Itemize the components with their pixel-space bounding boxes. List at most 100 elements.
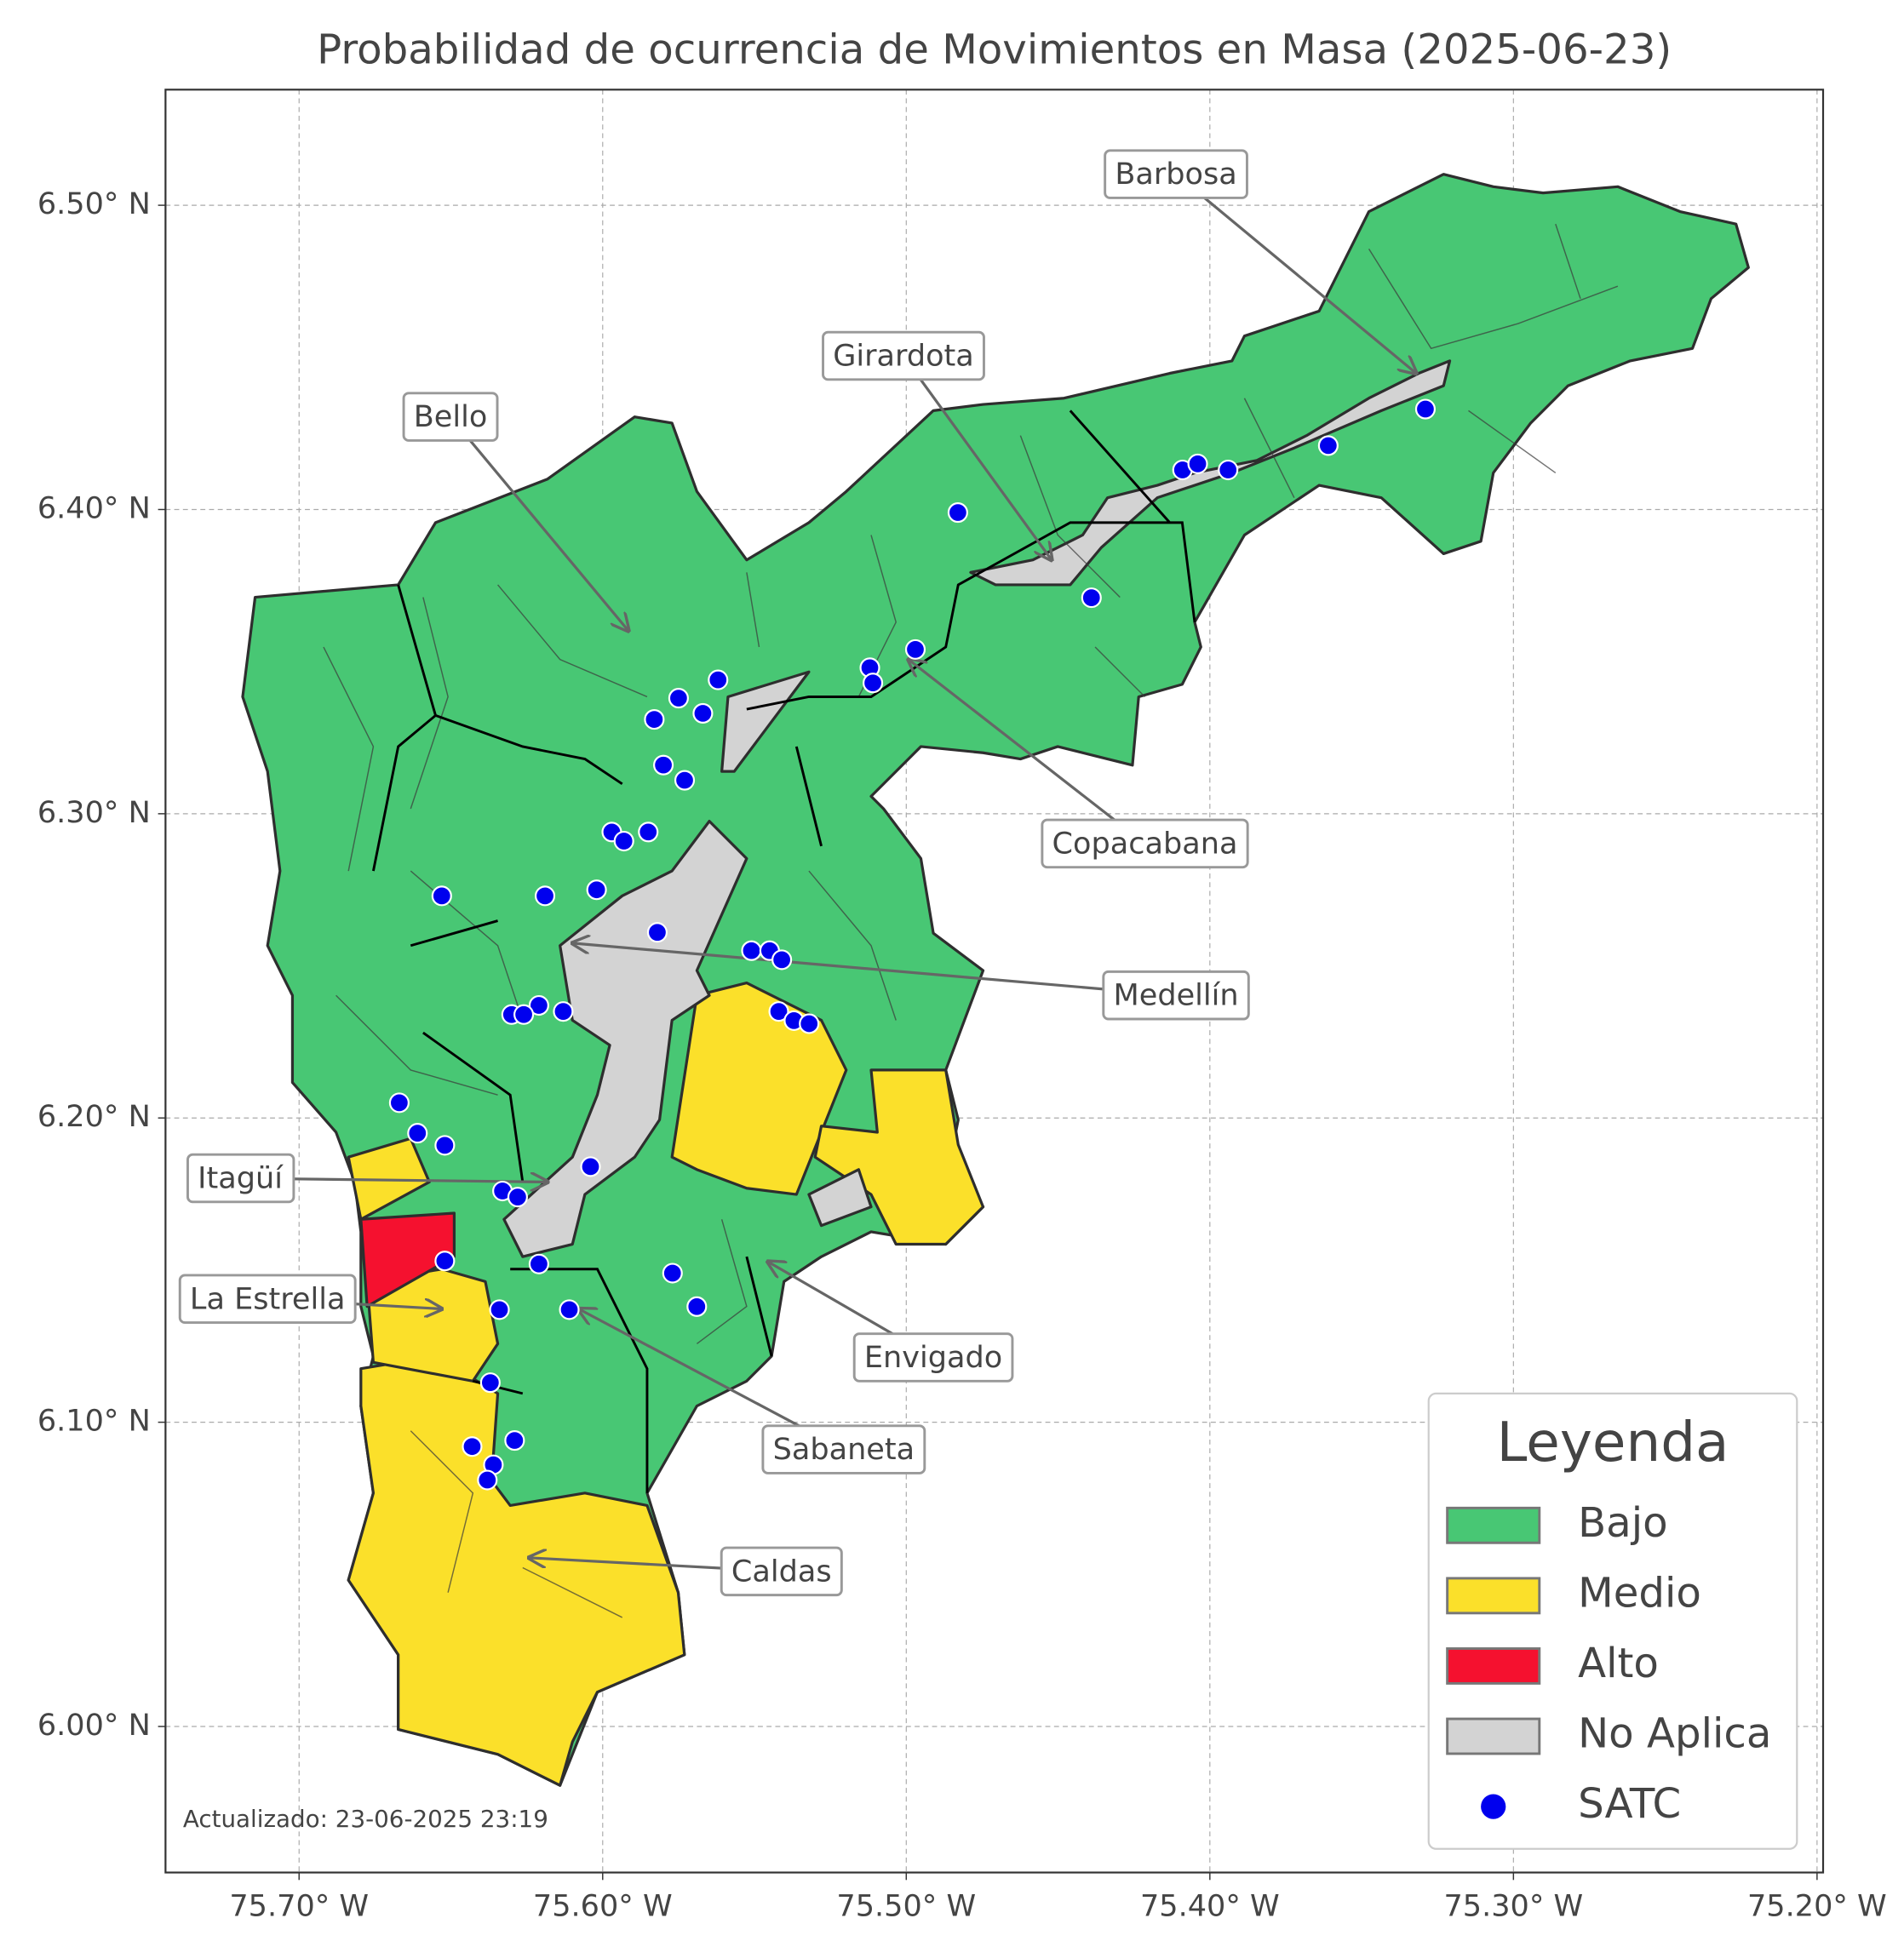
legend-label: Medio [1578,1569,1701,1617]
y-tick-label: 6.00° N [37,1708,151,1743]
station-point [741,940,762,961]
y-tick-label: 6.40° N [37,490,151,525]
legend-swatch [1446,1506,1541,1544]
annotation-box [852,1332,1014,1383]
station-point [513,1004,535,1025]
station-point [674,770,696,791]
annotation: Envigado [852,1332,1014,1383]
annotation: Copacabana [1041,818,1249,869]
annotation-label: Girardota [833,339,974,374]
station-point [559,1299,580,1320]
plot-frame [164,89,1825,1874]
legend-label: Alto [1578,1640,1659,1687]
x-tick-label: 75.40° W [1140,1888,1280,1923]
station-point [407,1123,428,1144]
annotation-box [761,1424,926,1474]
legend-swatch [1446,1577,1541,1615]
legend-swatch [1446,1647,1541,1685]
station-point [863,673,884,694]
annotation: Itagüí [186,1153,295,1204]
x-tick-label: 75.30° W [1443,1888,1583,1923]
y-tick-label: 6.50° N [37,186,151,221]
station-point [768,1001,789,1022]
region-alto [359,1211,456,1308]
legend-label: Bajo [1578,1499,1668,1547]
station-point [534,885,556,907]
station-point [904,638,926,660]
annotation-box [178,1274,357,1325]
annotation: Sabaneta [761,1424,926,1474]
annotation: Girardota [822,330,985,381]
annotation-box [1104,149,1248,199]
legend-swatch [1446,1717,1541,1755]
footnote: Actualizado: 23-06-2025 23:19 [183,1805,548,1833]
annotation: Barbosa [1104,149,1248,199]
region-medio [813,1068,985,1246]
station-point [431,885,452,907]
station-point [479,1372,501,1394]
station-point [771,949,793,970]
station-point [644,709,665,730]
station-point [528,994,549,1016]
station-point [799,1013,820,1034]
region-no-aplica [720,670,811,773]
station-point [1317,435,1339,456]
annotation-arrow [449,415,628,631]
station-point [528,1253,549,1274]
station-point [692,702,714,724]
annotation-label: Barbosa [1115,157,1236,192]
x-tick-label: 75.70° W [229,1888,369,1923]
stations [388,398,1437,1491]
axes: 75.70° W 75.60° W 75.50° W 75.40° W 75.30° W… [37,186,1887,1923]
station-point [489,1299,510,1320]
region-medio [670,982,848,1196]
legend: Leyenda Bajo Medio Alto No Aplica SATC [1427,1392,1798,1850]
station-point [586,879,607,901]
station-point [613,830,634,852]
station-point [1187,453,1208,474]
station-point [653,754,674,776]
station-point [686,1296,708,1317]
station-point [947,502,968,524]
annotation-label: Envigado [864,1340,1002,1375]
region-no-aplica [502,820,748,1258]
station-point [477,1469,498,1491]
station-point [1218,459,1239,481]
station-point [646,922,668,943]
annotation-arrow [1175,173,1416,374]
annotation-label: La Estrella [190,1281,346,1316]
annotation-arrow [909,660,1146,845]
station-point [504,1430,525,1451]
station-point [580,1156,601,1177]
annotation-label: Medellín [1114,978,1239,1013]
station-point [1414,398,1437,420]
annotation-label: Bello [414,399,488,434]
station-point [638,822,659,843]
annotation-label: Itagüí [198,1161,284,1196]
station-point [462,1436,483,1457]
region-no-aplica [807,1168,873,1228]
x-tick-label: 75.60° W [533,1888,673,1923]
station-point [708,669,729,690]
annotation-box [1102,970,1250,1021]
annotations: Barbosa Girardota Bello Copacabana Medellín I… [178,149,1416,1597]
annotation: Caldas [720,1546,843,1597]
map-title: Probabilidad de ocurrencia de Movimiento… [317,26,1672,73]
legend-label: No Aplica [1578,1710,1771,1758]
station-point [507,1187,528,1208]
station-point [388,1092,410,1114]
station-point [1081,587,1102,609]
annotation-box [402,392,499,442]
regions [241,173,1750,1787]
annotation: Bello [402,392,499,442]
station-point [434,1135,456,1156]
annotation-label: Copacabana [1052,826,1238,861]
y-tick-label: 6.20° N [37,1099,151,1134]
annotation-label: Sabaneta [773,1432,915,1467]
y-tick-label: 6.10° N [37,1404,151,1439]
annotation-box [1041,818,1249,869]
x-tick-label: 75.50° W [836,1888,976,1923]
legend-title: Leyenda [1497,1411,1729,1474]
annotation-arrow [902,355,1052,560]
